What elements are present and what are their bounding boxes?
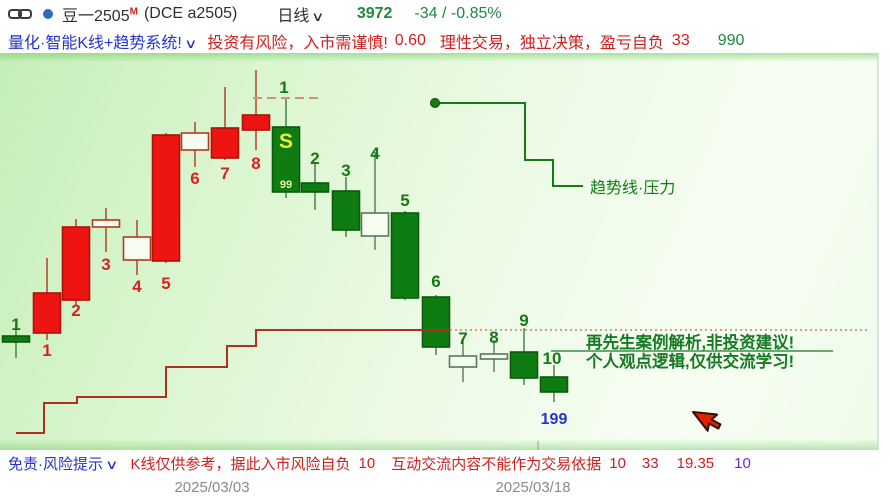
count-label-down-6: 6: [431, 272, 440, 291]
count-label-up-2: 2: [71, 301, 80, 320]
chevron-down-icon: ∨: [105, 457, 119, 472]
bullet-dot-icon: [42, 8, 54, 20]
title-bar: 豆一2505M (DCE a2505) 日线 ∨ 3972 -34 / -0.85…: [0, 0, 889, 28]
candle-body-1: [32, 292, 62, 334]
trade-message-text: 理性交易，独立决策，盈亏自负: [439, 34, 664, 52]
candle-body-8: [241, 114, 271, 131]
candle-body-12: [360, 212, 390, 237]
candle-body-14: [421, 296, 451, 348]
low-value-label: 199: [541, 411, 568, 428]
strategy-title: 量化·智能K线+趋势系统!: [8, 34, 182, 52]
mouse-cursor[interactable]: [692, 401, 724, 434]
pressure-trend-line: [435, 102, 583, 187]
candle-body-16: [479, 353, 509, 360]
axis-date-2: 2025/03/18: [495, 479, 571, 496]
candle-body-5: [151, 134, 181, 262]
disclaimer-value-3: 33: [641, 455, 659, 472]
candle-body-6: [180, 132, 210, 151]
disclaimer-title: 免责·风险提示: [8, 456, 103, 473]
disclaimer-value-1: 10: [358, 455, 376, 472]
candle-body-4: [122, 236, 152, 261]
count-label-down-10: 10: [543, 349, 562, 368]
count-label-up-5: 5: [161, 274, 170, 293]
candle-body-10: [300, 182, 330, 193]
timeframe-dropdown[interactable]: 日线 ∨: [277, 2, 325, 26]
count-label-up-6: 6: [190, 169, 199, 188]
candle-body-13: [390, 212, 420, 299]
sell-signal-label: S: [279, 130, 293, 153]
link-icon[interactable]: [8, 7, 32, 21]
chevron-down-icon: ∨: [183, 35, 198, 51]
disclaimer-note-1: K线仅供参考，据此入市风险自负: [130, 456, 351, 473]
candle-body-17: [509, 351, 539, 379]
strategy-dropdown[interactable]: 量化·智能K线+趋势系统! ∨: [8, 29, 198, 53]
disclaimer-value-5: 10: [734, 455, 751, 472]
count-label-down-3: 3: [341, 161, 350, 180]
note-line-1: 再先生案例解析,非投资建议!: [586, 332, 794, 352]
disclaimer-dropdown[interactable]: 免责·风险提示 ∨: [8, 453, 119, 474]
axis-date-1: 2025/03/03: [174, 479, 250, 496]
count-label-up-7: 7: [220, 164, 229, 183]
disclaimer-bar: 免责·风险提示 ∨ K线仅供参考，据此入市风险自负 10 互动交流内容不能作为交易…: [0, 450, 889, 477]
count-label-down-5: 5: [400, 191, 409, 210]
instrument-superscript: M: [129, 6, 138, 18]
support-step-line: [16, 329, 450, 434]
count-label-down-9: 9: [519, 311, 528, 330]
timeframe-label: 日线: [277, 8, 310, 25]
price-change: -34 / -0.85%: [414, 5, 502, 22]
count-label-down-2: 2: [310, 149, 319, 168]
disclaimer-value-4: 19.35: [676, 455, 715, 472]
count-label-up-4: 4: [132, 277, 142, 296]
count-label-down-4: 4: [370, 144, 380, 163]
disclaimer-note-2: 互动交流内容不能作为交易依据: [391, 456, 602, 473]
count-label-down-1: 1: [279, 78, 288, 97]
count-label-up-1: 1: [42, 341, 51, 360]
count-label-up-8: 8: [251, 154, 260, 173]
chevron-down-icon: ∨: [311, 9, 325, 24]
count-label-down-1: 1: [11, 315, 20, 334]
candle-body-9: [271, 126, 301, 193]
pressure-line-label: 趋势线·压力: [590, 179, 675, 197]
strategy-value-3: 990: [717, 31, 745, 49]
note-line-2: 个人观点逻辑,仅供交流学习!: [585, 351, 794, 371]
count-label-down-8: 8: [489, 328, 498, 347]
right-gutter: [878, 53, 889, 450]
strategy-value-1: 0.60: [394, 31, 426, 49]
count-label-down-7: 7: [458, 329, 467, 348]
last-price: 3972: [356, 5, 393, 22]
candle-body-2: [61, 226, 91, 301]
disclaimer-value-2: 10: [609, 455, 626, 472]
count-label-up-3: 3: [101, 255, 110, 274]
candle-body-0: [1, 335, 31, 343]
instrument-name: 豆一2505M: [62, 6, 138, 25]
risk-warning-text: 投资有风险，入市需谨慎!: [207, 34, 388, 52]
candlestick-chart[interactable]: S 99 趋势线·压力 1 1 2 3 4 5 6 7 8 1 2 3 4 5 6 7 8 9 10 199 再先生案例解析,…: [0, 53, 889, 450]
signal-sub-value: 99: [280, 179, 292, 191]
candle-body-15: [448, 355, 478, 368]
candle-body-7: [210, 127, 240, 159]
candle-body-11: [331, 190, 361, 231]
candle-body-18: [539, 376, 569, 393]
strategy-value-2: 33: [671, 31, 690, 49]
exchange-code: (DCE a2505): [143, 5, 238, 22]
trend-line-dot: [430, 98, 440, 108]
candle-body-3: [91, 219, 121, 228]
strategy-bar: 量化·智能K线+趋势系统! ∨ 投资有风险，入市需谨慎! 0.60 理性交易，独立…: [0, 28, 889, 53]
date-axis: 2025/03/03 2025/03/18: [0, 477, 889, 500]
